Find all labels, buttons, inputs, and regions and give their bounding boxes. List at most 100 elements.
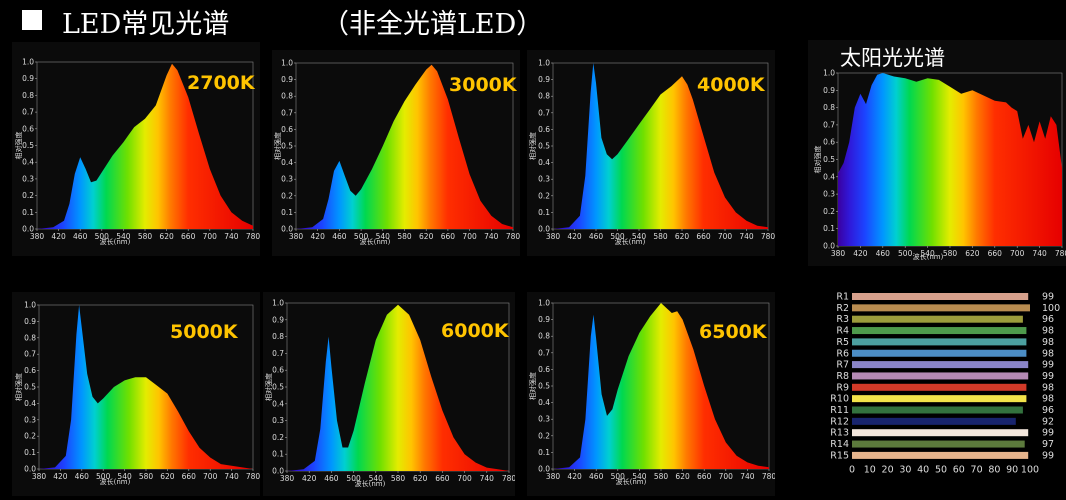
y-tick-label: 0.7 <box>272 349 284 358</box>
x-tick-label: 700 <box>719 472 734 481</box>
x-tick-label: 380 <box>831 249 846 258</box>
cri-value-label: 98 <box>1042 337 1054 348</box>
x-axis-label: 波长(nm) <box>616 477 647 486</box>
y-tick-label: 0.9 <box>272 315 284 324</box>
x-tick-label: 740 <box>484 232 499 241</box>
x-axis-label: 波长(nm) <box>615 237 646 246</box>
x-tick-label: 580 <box>653 232 668 241</box>
x-tick-label: 460 <box>75 472 90 481</box>
x-tick-label: 380 <box>32 472 47 481</box>
y-tick-label: 0.9 <box>22 74 34 83</box>
y-tick-label: 0.8 <box>281 92 293 101</box>
x-tick-label: 780 <box>502 474 515 483</box>
cct-label: 4000K <box>697 74 766 96</box>
y-tick-label: 0.1 <box>272 450 284 459</box>
y-tick-label: 0.6 <box>538 365 550 374</box>
cri-x-tick-label: 0 <box>849 464 855 475</box>
cri-category-label: R6 <box>836 348 849 359</box>
y-tick-label: 0.7 <box>22 108 34 117</box>
x-tick-label: 700 <box>457 474 472 483</box>
x-tick-label: 500 <box>96 472 111 481</box>
sunlight-title: 太阳光光谱 <box>840 46 945 70</box>
color-rendering-panel: R1 99 R2 100 R3 96 R4 98 R5 98 R6 98 R7 99 R8 99 R9 98 R10… <box>812 282 1066 496</box>
cri-category-label: R8 <box>836 371 849 382</box>
spectrum-panel-6000k: 0.0 0.1 0.2 0.3 0.4 0.5 0.6 0.7 0.8 0.9 1.0 380 420 4… <box>263 292 515 496</box>
cri-value-label: 97 <box>1042 439 1054 450</box>
x-tick-label: 540 <box>117 472 132 481</box>
x-tick-label: 420 <box>311 232 326 241</box>
x-tick-label: 580 <box>943 249 958 258</box>
y-tick-label: 0.0 <box>538 225 550 234</box>
y-tick-label: 0.5 <box>538 142 550 151</box>
cri-bar <box>852 429 1029 437</box>
y-tick-label: 0.9 <box>538 315 550 324</box>
x-tick-label: 660 <box>181 232 196 241</box>
cri-value-label: 98 <box>1042 382 1054 393</box>
y-tick-label: 0.1 <box>22 208 34 217</box>
y-tick-label: 0.7 <box>538 108 550 117</box>
y-tick-label: 0.1 <box>538 208 550 217</box>
x-tick-label: 740 <box>224 472 239 481</box>
x-tick-label: 580 <box>397 232 412 241</box>
cri-category-label: R13 <box>830 428 849 439</box>
spectrum-area <box>37 63 253 230</box>
cri-bar <box>852 293 1029 300</box>
page-title: LED常见光谱 <box>62 9 230 40</box>
y-tick-label: 0.9 <box>538 75 550 84</box>
y-tick-label: 1.0 <box>24 301 36 310</box>
x-tick-label: 580 <box>391 474 406 483</box>
x-axis-label: 波长(nm) <box>360 237 391 246</box>
x-tick-label: 780 <box>1055 249 1066 258</box>
x-tick-label: 620 <box>675 232 690 241</box>
y-tick-label: 0.6 <box>823 138 835 147</box>
cri-category-label: R9 <box>836 382 849 393</box>
y-tick-label: 0.0 <box>272 467 284 476</box>
x-tick-label: 420 <box>853 249 868 258</box>
cri-x-tick-label: 10 <box>864 464 876 475</box>
x-tick-label: 540 <box>632 232 647 241</box>
cri-bar <box>852 338 1027 346</box>
cct-label: 3000K <box>449 74 518 96</box>
x-tick-label: 460 <box>589 472 604 481</box>
cri-category-label: R14 <box>830 439 849 450</box>
spectrum-panel-2700k: 0.0 0.1 0.2 0.3 0.4 0.5 0.6 0.7 0.8 0.9 1.0 380 420 4… <box>12 42 260 256</box>
x-tick-label: 460 <box>876 249 891 258</box>
x-tick-label: 420 <box>567 232 582 241</box>
cri-category-label: R4 <box>836 326 849 337</box>
y-tick-label: 0.3 <box>281 175 293 184</box>
cri-bar <box>852 304 1030 312</box>
y-tick-label: 1.0 <box>281 59 293 68</box>
cri-bar <box>852 349 1027 357</box>
cri-x-tick-label: 90 <box>1006 464 1018 475</box>
y-tick-label: 0.1 <box>538 448 550 457</box>
cct-label: 6500K <box>699 321 768 343</box>
cri-x-tick-label: 30 <box>899 464 911 475</box>
cct-label: 6000K <box>441 320 510 342</box>
x-axis-label: 波长(nm) <box>355 479 386 488</box>
x-tick-label: 740 <box>1032 249 1047 258</box>
y-tick-label: 0.5 <box>272 383 284 392</box>
y-axis-label: 相对强度 <box>14 132 23 160</box>
y-tick-label: 0.7 <box>823 120 835 129</box>
x-tick-label: 660 <box>988 249 1003 258</box>
x-tick-label: 660 <box>182 472 197 481</box>
y-tick-label: 0.0 <box>823 242 835 251</box>
cri-category-label: R2 <box>836 303 849 314</box>
cri-value-label: 99 <box>1042 450 1054 461</box>
y-tick-label: 0.7 <box>281 108 293 117</box>
y-tick-label: 0.8 <box>272 332 284 341</box>
x-tick-label: 780 <box>761 232 775 241</box>
y-tick-label: 0.7 <box>24 350 36 359</box>
x-tick-label: 620 <box>159 232 174 241</box>
y-tick-label: 0.0 <box>24 465 36 474</box>
x-axis-label: 波长(nm) <box>100 477 131 486</box>
x-tick-label: 700 <box>1010 249 1025 258</box>
y-tick-label: 0.3 <box>24 415 36 424</box>
cri-value-label: 99 <box>1042 360 1054 371</box>
y-tick-label: 0.0 <box>281 225 293 234</box>
cri-category-label: R10 <box>830 394 849 405</box>
y-tick-label: 0.3 <box>823 190 835 199</box>
x-tick-label: 620 <box>413 474 428 483</box>
cri-value-label: 98 <box>1042 394 1054 405</box>
y-tick-label: 0.0 <box>538 465 550 474</box>
